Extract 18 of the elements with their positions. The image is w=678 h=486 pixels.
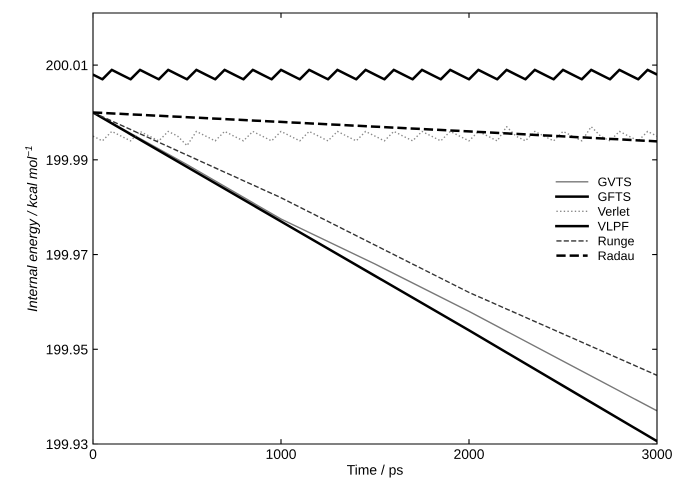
x-tick-label: 3000 <box>642 449 672 460</box>
legend-label: Radau <box>598 250 634 260</box>
x-axis-title: Time / ps <box>347 464 403 478</box>
x-tick-label: 1000 <box>266 449 296 460</box>
x-tick-label: 2000 <box>454 449 484 460</box>
y-axis-title: Internal energy / kcal mol$^{−1}$ <box>25 146 40 312</box>
y-tick-label: 199.95 <box>46 344 88 354</box>
legend-label: Runge <box>598 236 634 248</box>
legend-label: Verlet <box>598 206 630 216</box>
y-tick-label: 200.01 <box>46 60 88 70</box>
x-tick-label: 0 <box>90 449 96 460</box>
legend-label: VLPF <box>598 222 628 230</box>
legend-label: GVTS <box>598 177 632 186</box>
y-tick-label: 199.93 <box>46 439 88 450</box>
line-series <box>93 126 657 146</box>
legend-label: GFTS <box>598 192 630 202</box>
y-tick-label: 199.97 <box>46 250 88 260</box>
y-tick-label: 199.99 <box>46 155 88 165</box>
